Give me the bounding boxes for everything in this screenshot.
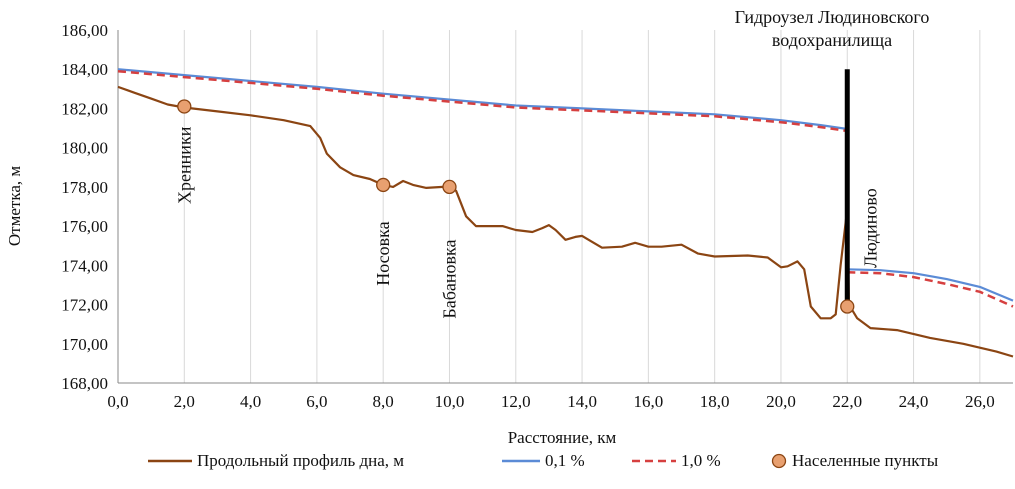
- y-tick-label-4: 176,00: [61, 217, 108, 236]
- y-tick-label-6: 180,00: [61, 139, 108, 158]
- settlement-label-1: Носовка: [373, 221, 393, 285]
- legend-label-1: 0,1 %: [545, 451, 585, 470]
- axes: [117, 30, 1013, 384]
- x-tick-label-7: 14,0: [567, 392, 597, 411]
- series-line-1-segment-1: [847, 268, 1014, 302]
- series-line-0: [117, 85, 1014, 358]
- legend-swatch-3: [771, 453, 787, 469]
- settlement-label-2: Бабановка: [439, 240, 459, 319]
- x-tick-label-2: 4,0: [240, 392, 261, 411]
- settlement-label-3: Людиново: [860, 188, 880, 268]
- settlement-labels: Хренники Носовка Бабановка Людиново: [174, 126, 880, 318]
- y-tick-label-1: 170,00: [61, 335, 108, 354]
- x-tick-label-5: 10,0: [435, 392, 465, 411]
- settlement-markers: [177, 99, 855, 314]
- dam: Гидроузел Людиновского водохранилища: [735, 7, 930, 307]
- x-tick-label-10: 20,0: [766, 392, 796, 411]
- series-line-2-segment-0: [117, 69, 848, 133]
- x-tick-label-13: 26,0: [965, 392, 995, 411]
- settlement-marker-2: [442, 179, 457, 195]
- x-tick-label-9: 18,0: [700, 392, 730, 411]
- legend-label-3: Населенные пункты: [792, 451, 939, 470]
- series-group: [117, 68, 1014, 358]
- x-axis-label: Расстояние, км: [508, 428, 617, 447]
- y-axis-label: Отметка, м: [5, 166, 24, 246]
- x-tick-label-12: 24,0: [899, 392, 929, 411]
- series-line-1-segment-0: [117, 68, 848, 131]
- settlement-marker-1: [376, 177, 391, 193]
- y-tick-label-2: 172,00: [61, 296, 108, 315]
- x-tick-label-1: 2,0: [174, 392, 195, 411]
- x-tick-label-3: 6,0: [306, 392, 327, 411]
- settlement-marker-0: [177, 99, 192, 114]
- legend-label-0: Продольный профиль дна, м: [197, 451, 404, 470]
- x-tick-label-8: 16,0: [633, 392, 663, 411]
- settlement-label-0: Хренники: [174, 126, 194, 204]
- x-tick-labels: 0,0 2,0 4,0 6,0 8,0 10,0 12,0 14,0 16,0 18,0 20,0 2…: [107, 392, 994, 411]
- dam-label-line-1: водохранилища: [772, 30, 892, 50]
- x-tick-label-6: 12,0: [501, 392, 531, 411]
- settlement-marker-3: [840, 299, 855, 314]
- y-tick-label-5: 178,00: [61, 178, 108, 197]
- y-tick-label-9: 186,00: [61, 21, 108, 40]
- series-line-2-segment-1: [847, 270, 1014, 308]
- y-tick-label-0: 168,00: [61, 374, 108, 393]
- legend: Продольный профиль дна, м 0,1 % 1,0 % Насел…: [148, 451, 939, 470]
- x-tick-label-0: 0,0: [107, 392, 128, 411]
- y-tick-label-3: 174,00: [61, 256, 108, 275]
- x-tick-label-11: 22,0: [832, 392, 862, 411]
- legend-label-2: 1,0 %: [681, 451, 721, 470]
- y-tick-label-8: 184,00: [61, 60, 108, 79]
- y-tick-label-7: 182,00: [61, 99, 108, 118]
- y-tick-labels: 168,00 170,00 172,00 174,00 176,00 178,00 180,…: [61, 21, 108, 393]
- x-tick-label-4: 8,0: [373, 392, 394, 411]
- dam-label-line-0: Гидроузел Людиновского: [735, 7, 930, 27]
